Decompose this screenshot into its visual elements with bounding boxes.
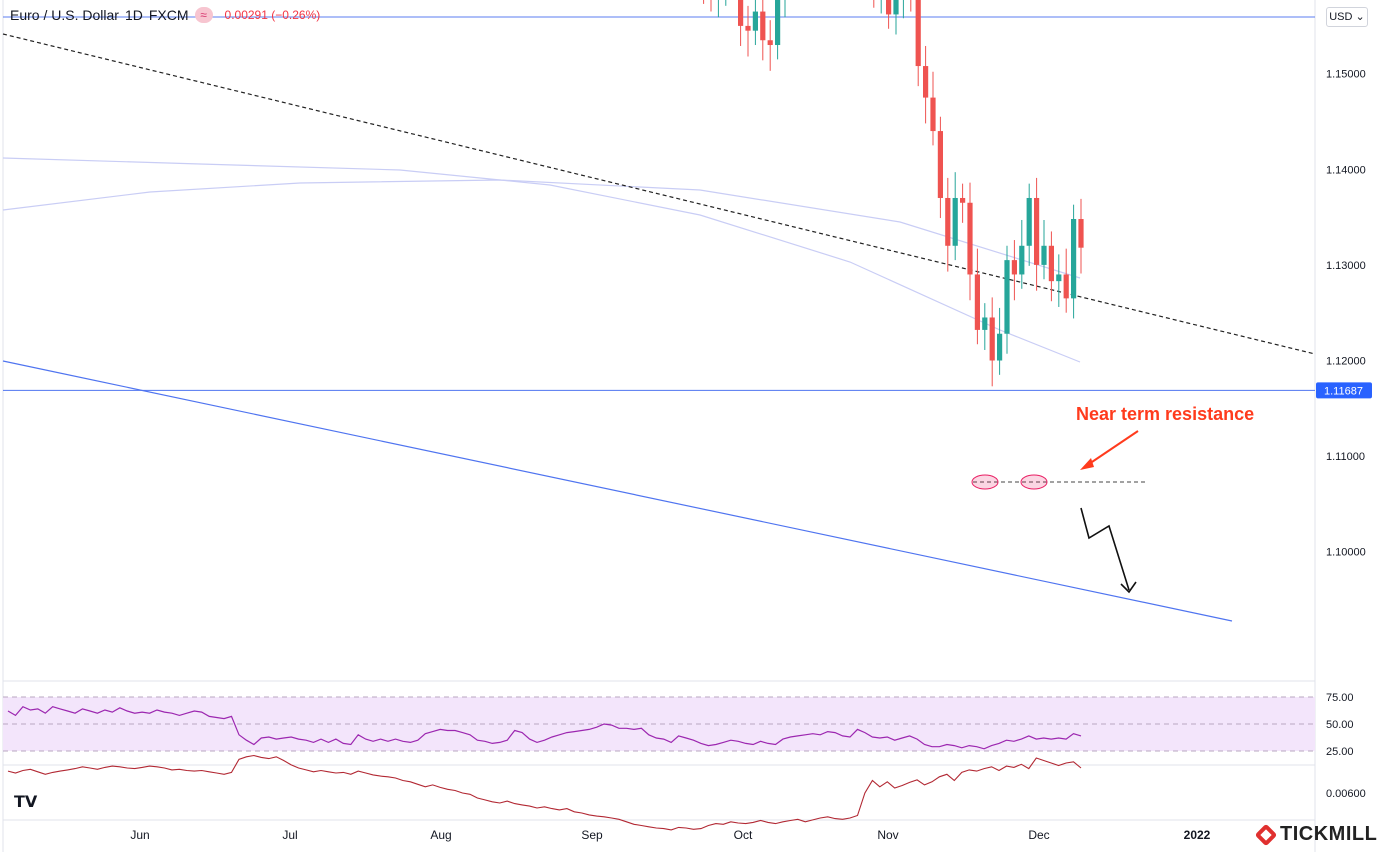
- bearish-candle: [738, 0, 744, 26]
- currency-label: USD: [1329, 11, 1353, 23]
- bearish-candle: [930, 97, 936, 132]
- rsi-tick-label: 25.00: [1326, 746, 1354, 758]
- bearish-candle: [745, 25, 751, 31]
- tickmill-logo: TICKMILL: [1254, 823, 1378, 846]
- rsi-tick-label: 75.00: [1326, 692, 1354, 704]
- annotation-arrow-line: [1085, 430, 1139, 467]
- rsi-tick-label: 50.00: [1326, 719, 1354, 731]
- time-tick-label: Nov: [877, 828, 898, 842]
- macd-line: [7, 754, 1082, 831]
- bullish-candle: [1019, 245, 1025, 275]
- level-price-tag: [1316, 382, 1372, 399]
- currency-select[interactable]: USD ⌄: [1326, 7, 1368, 27]
- rsi-band: [3, 697, 1315, 751]
- time-tick-label: Dec: [1028, 828, 1049, 842]
- price-tick-label: 1.15000: [1326, 69, 1366, 81]
- bearish-candle: [1011, 260, 1017, 275]
- brand-name: TICKMILL: [1280, 823, 1378, 845]
- moving-average-200: [2, 179, 1081, 279]
- time-tick-label: Aug: [430, 828, 451, 842]
- bearish-candle: [1048, 245, 1054, 282]
- chart-header: Euro / U.S. Dollar 1D FXCM ≈ 0.00291 (−0…: [10, 7, 320, 23]
- annotation-arrow-head: [1080, 458, 1094, 470]
- bullish-candle: [1041, 245, 1047, 265]
- projected-path-arrow: [1080, 507, 1130, 591]
- double-top-marker: [971, 474, 999, 490]
- time-tick-label: Sep: [581, 828, 603, 842]
- bearish-candle: [760, 11, 766, 41]
- projected-path-arrow-head: [1120, 581, 1137, 594]
- bearish-candle: [1034, 197, 1040, 265]
- macd-tick-label: 0.00600: [1326, 788, 1366, 800]
- time-tick-label: Jun: [130, 828, 149, 842]
- time-tick-label: Oct: [734, 828, 753, 842]
- rsi-line: [7, 705, 1082, 750]
- tradingview-logo-icon[interactable]: 𝗧𝗩: [14, 794, 38, 811]
- time-tick-label: Jul: [282, 828, 297, 842]
- bullish-candle: [1026, 197, 1032, 246]
- bearish-candle: [1078, 219, 1084, 248]
- price-change: 0.00291 (−0.26%): [224, 8, 321, 22]
- bearish-candle: [974, 274, 980, 330]
- level-price-label: 1.11687: [1324, 385, 1363, 397]
- time-tick-label: 2022: [1184, 828, 1211, 842]
- bearish-candle: [915, 0, 921, 67]
- bullish-candle: [952, 197, 958, 246]
- bullish-candle: [1004, 260, 1010, 334]
- tickmill-mark-icon: [1254, 823, 1278, 846]
- price-tick-label: 1.10000: [1326, 547, 1366, 559]
- bearish-candle: [886, 0, 892, 15]
- bearish-candle: [960, 197, 966, 203]
- price-tick-label: 1.12000: [1326, 356, 1366, 368]
- bearish-candle: [1063, 274, 1069, 299]
- timeframe-label[interactable]: 1D: [124, 7, 143, 23]
- bullish-candle: [982, 317, 988, 330]
- bearish-candle: [989, 317, 995, 361]
- double-top-marker: [1020, 474, 1048, 490]
- bullish-candle: [752, 11, 758, 31]
- descending-resistance-trendline: [2, 33, 1316, 355]
- descending-support-trendline: [2, 360, 1233, 622]
- bearish-candle: [967, 202, 973, 275]
- moving-average-100: [2, 157, 1081, 363]
- annotation-text: Near term resistance: [1076, 404, 1254, 424]
- bullish-candle: [893, 0, 899, 15]
- bearish-candle: [767, 40, 773, 46]
- bullish-candle: [775, 0, 781, 46]
- symbol-title[interactable]: Euro / U.S. Dollar: [10, 7, 119, 23]
- bullish-candle: [1071, 219, 1077, 299]
- exchange-label: FXCM: [148, 7, 189, 23]
- price-tick-label: 1.11000: [1326, 451, 1365, 463]
- bullish-candle: [997, 333, 1003, 361]
- price-tick-label: 1.13000: [1326, 260, 1366, 272]
- wave-icon[interactable]: ≈: [194, 7, 213, 23]
- bearish-candle: [937, 131, 943, 198]
- bullish-candle: [1056, 274, 1062, 282]
- price-tick-label: 1.14000: [1326, 164, 1366, 176]
- bearish-candle: [923, 66, 929, 98]
- bearish-candle: [945, 197, 951, 246]
